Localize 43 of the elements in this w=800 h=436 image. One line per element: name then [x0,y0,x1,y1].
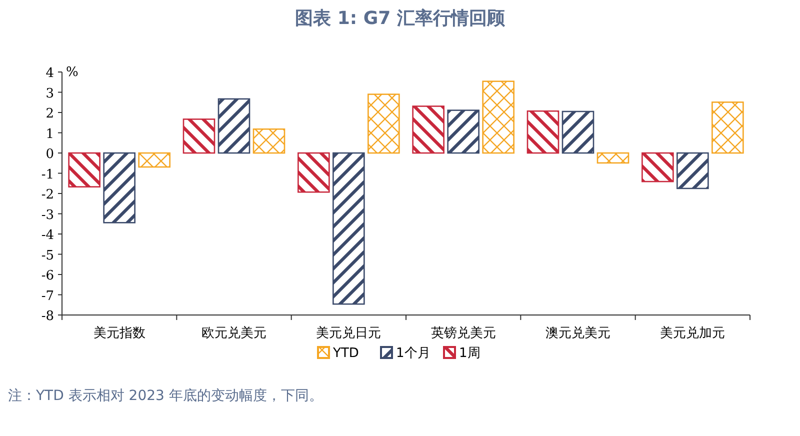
x-tick-label: 美元兑日元 [316,325,382,341]
y-tick-label: -7 [41,288,54,304]
y-tick-label: -2 [41,188,54,202]
y-tick-label: 0 [46,147,54,162]
bar [252,128,286,154]
bar [103,152,136,224]
bar [676,152,709,190]
bar [482,80,514,154]
x-tick-label: 美元指数 [93,325,146,341]
bar [642,152,674,182]
y-tick-label: 4 [46,66,54,81]
bar [596,152,630,164]
y-tick-label: -6 [41,268,54,284]
legend-label: 1个月 [396,346,430,361]
bar [412,106,444,154]
text: 注：YTD 表示相对 2023 年底的变动幅度，下同。 [8,388,323,404]
x-tick-label: 美元兑加元 [660,325,726,341]
x-tick-label: 澳元兑美元 [546,325,610,341]
y-tick-label: -8 [41,309,54,324]
y-tick-label: -5 [41,248,54,264]
bar [218,98,250,154]
bar [368,94,400,154]
legend-label: YTD [332,346,359,361]
y-tick-label: 2 [46,106,54,122]
bar [562,110,594,154]
y-tick-label: -1 [41,167,54,182]
bar [138,152,170,168]
y-tick-label: 3 [46,86,54,102]
y-axis-title: % [66,65,78,80]
bar [447,110,480,154]
chart-title: 图表 1: G7 汇率行情回顾 [295,8,506,29]
bar [332,152,365,305]
x-tick-label: 欧元兑美元 [202,325,266,341]
y-tick-label: -4 [41,228,54,243]
bar [526,110,560,154]
x-tick-label: 英镑兑美元 [430,325,496,341]
bar [182,118,216,154]
bar [298,152,330,193]
bar [68,152,100,188]
y-tick-label: -3 [41,208,54,223]
legend-label: 1周 [459,346,480,361]
y-tick-label: 1 [46,126,54,142]
bar [712,102,744,154]
